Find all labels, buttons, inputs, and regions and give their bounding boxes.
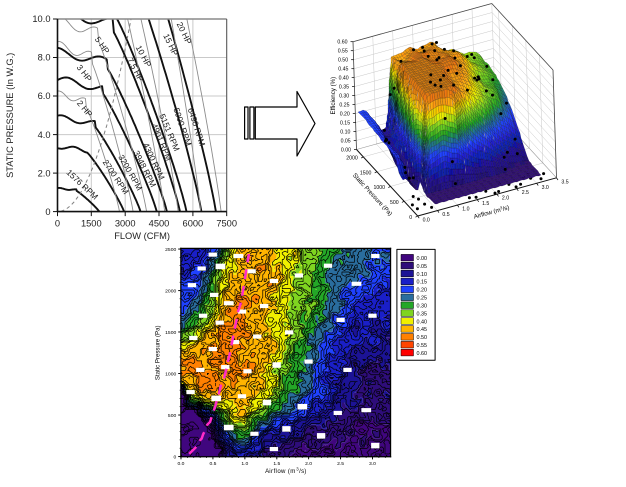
svg-text:1000: 1000: [373, 185, 385, 191]
svg-text:0.20: 0.20: [417, 288, 428, 294]
svg-text:1.5: 1.5: [273, 461, 280, 467]
svg-text:1500: 1500: [165, 330, 176, 336]
svg-text:4.0: 4.0: [38, 130, 51, 140]
svg-text:0.25: 0.25: [417, 296, 428, 302]
svg-text:0.05: 0.05: [417, 264, 428, 270]
svg-text:2.5: 2.5: [337, 461, 344, 467]
svg-text:500: 500: [168, 413, 177, 419]
svg-text:0.50: 0.50: [338, 58, 348, 64]
svg-text:0.00: 0.00: [341, 147, 351, 153]
svg-text:0.50: 0.50: [417, 335, 428, 341]
svg-text:0.35: 0.35: [339, 84, 349, 90]
svg-text:3.5: 3.5: [561, 179, 568, 185]
svg-text:Efficiency (%): Efficiency (%): [330, 77, 337, 115]
svg-text:2000: 2000: [346, 156, 358, 162]
svg-text:0.55: 0.55: [417, 343, 428, 349]
svg-text:20 HP: 20 HP: [175, 20, 194, 46]
svg-text:1576 RPM: 1576 RPM: [64, 167, 100, 201]
svg-text:0: 0: [173, 454, 176, 460]
svg-text:0.5: 0.5: [209, 461, 216, 467]
svg-text:7500: 7500: [216, 219, 237, 229]
svg-text:1500: 1500: [81, 219, 102, 229]
svg-text:0.0: 0.0: [178, 461, 185, 467]
svg-text:0.0: 0.0: [423, 218, 430, 224]
svg-text:FLOW (CFM): FLOW (CFM): [114, 231, 170, 241]
svg-text:0.40: 0.40: [417, 319, 428, 325]
svg-text:0.00: 0.00: [417, 256, 428, 262]
svg-text:0.60: 0.60: [337, 40, 347, 46]
svg-text:1000: 1000: [165, 371, 176, 377]
svg-text:2.0: 2.0: [38, 168, 51, 178]
svg-text:0.20: 0.20: [340, 111, 350, 117]
svg-text:Airflow (m3/s): Airflow (m3/s): [473, 203, 510, 220]
svg-text:0.15: 0.15: [340, 120, 350, 126]
svg-text:STATIC PRESSURE (In W.G.): STATIC PRESSURE (In W.G.): [5, 53, 15, 178]
svg-text:3000: 3000: [115, 219, 136, 229]
svg-text:0.25: 0.25: [339, 102, 349, 108]
svg-text:2000: 2000: [165, 288, 176, 294]
svg-text:2 HP: 2 HP: [75, 98, 95, 119]
svg-text:0.10: 0.10: [417, 272, 428, 278]
svg-text:0: 0: [55, 219, 60, 229]
svg-text:15 HP: 15 HP: [161, 32, 180, 58]
svg-text:0.15: 0.15: [417, 280, 428, 286]
svg-text:8.0: 8.0: [38, 53, 51, 63]
svg-text:2.0: 2.0: [305, 461, 312, 467]
svg-text:10.0: 10.0: [32, 14, 50, 24]
svg-text:500: 500: [390, 200, 399, 206]
svg-text:0.5: 0.5: [442, 212, 449, 218]
svg-text:0: 0: [45, 207, 50, 217]
svg-text:4500: 4500: [149, 219, 170, 229]
svg-text:2.5: 2.5: [522, 190, 529, 196]
svg-text:0.45: 0.45: [338, 67, 348, 73]
svg-text:0.10: 0.10: [340, 129, 350, 135]
svg-text:6.0: 6.0: [38, 91, 51, 101]
svg-text:5 HP: 5 HP: [93, 35, 112, 56]
svg-text:2.0: 2.0: [502, 196, 509, 202]
svg-text:0.55: 0.55: [338, 49, 348, 55]
svg-text:0.35: 0.35: [417, 311, 428, 317]
svg-text:0.40: 0.40: [339, 75, 349, 81]
svg-text:3.0: 3.0: [542, 185, 549, 191]
svg-text:1.0: 1.0: [241, 461, 248, 467]
svg-text:A i r f: A i r f l o w ( m / s ) 3: [265, 453, 312, 478]
svg-text:6000: 6000: [183, 219, 204, 229]
svg-text:0.30: 0.30: [339, 93, 349, 99]
svg-text:1.0: 1.0: [462, 207, 469, 213]
svg-text:2500: 2500: [165, 247, 176, 253]
svg-text:0.45: 0.45: [417, 327, 428, 333]
svg-text:0.60: 0.60: [417, 351, 428, 357]
svg-text:1.5: 1.5: [482, 201, 489, 207]
svg-text:0.30: 0.30: [417, 304, 428, 310]
svg-text:Static Pressure (Pa): Static Pressure (Pa): [154, 325, 161, 380]
svg-text:0.05: 0.05: [341, 138, 351, 144]
svg-text:0: 0: [409, 215, 412, 221]
svg-text:3.0: 3.0: [369, 461, 376, 467]
svg-text:1500: 1500: [360, 171, 372, 177]
